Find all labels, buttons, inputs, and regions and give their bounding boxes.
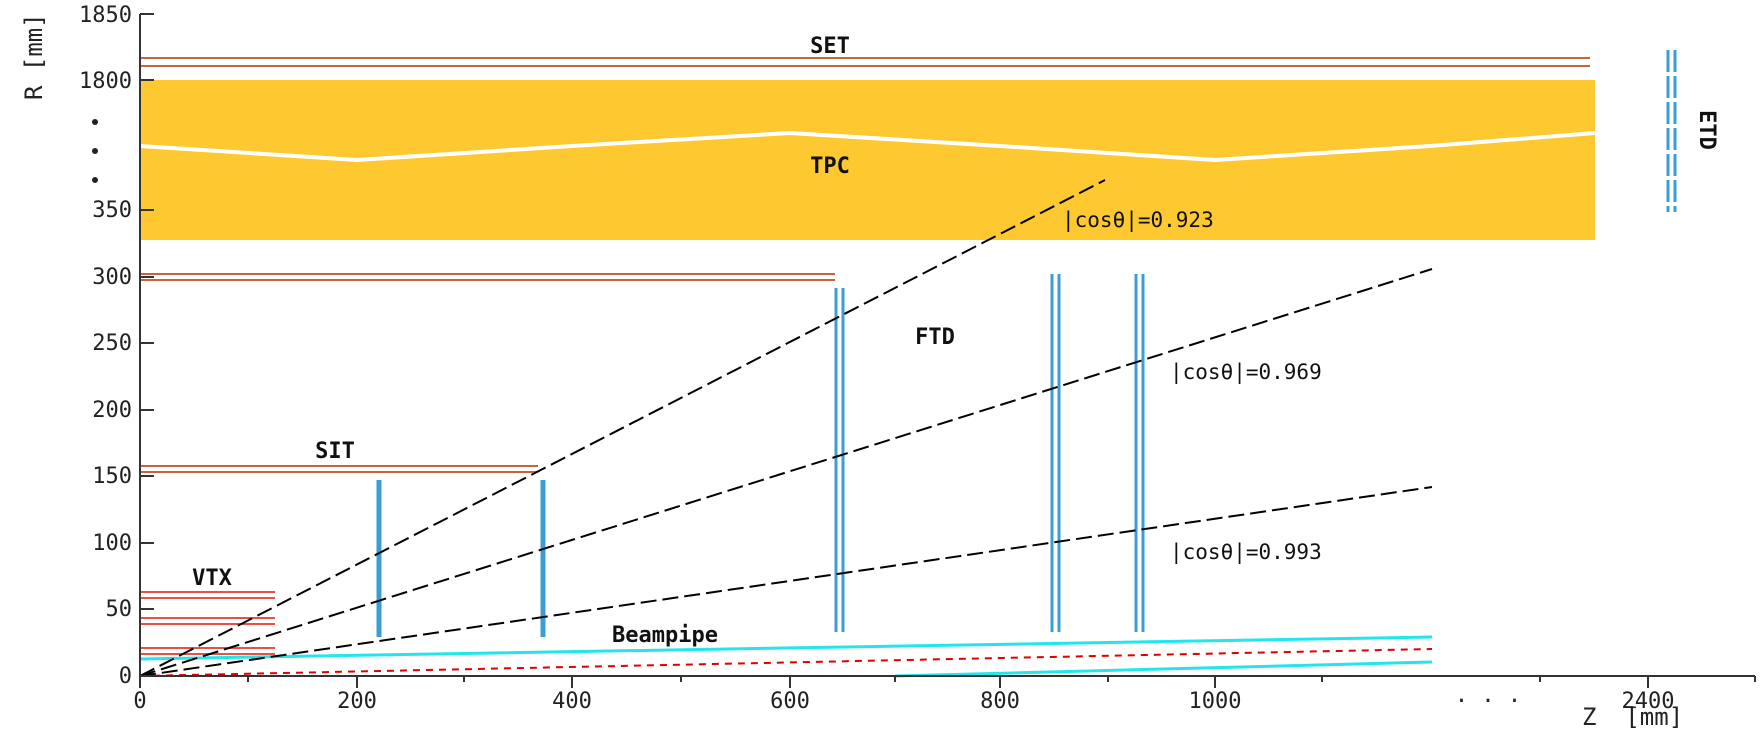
vtx-label: VTX xyxy=(192,566,232,591)
ftd-disks xyxy=(376,274,1145,637)
sit-label: SIT xyxy=(315,439,355,464)
outer-barrel-layers xyxy=(140,273,835,281)
set-layers xyxy=(140,57,1590,67)
y-axis-title: R [mm] xyxy=(20,13,48,100)
sit-layers xyxy=(140,465,538,473)
angle-line-0969 xyxy=(139,268,1433,677)
x-axis-title: Z [mm] xyxy=(1582,703,1683,731)
beam-line xyxy=(139,648,1433,677)
etd-disks xyxy=(1666,50,1677,212)
angle-label-0923: |cosθ|=0.923 xyxy=(1062,208,1214,233)
axes xyxy=(139,13,1756,688)
x-tick-label: 800 xyxy=(980,689,1020,714)
angle-line-0993 xyxy=(139,486,1433,677)
x-tick-label: 1000 xyxy=(1189,689,1242,714)
y-tick-label: 50 xyxy=(106,597,133,622)
vtx-layers xyxy=(140,591,275,655)
y-axis-break xyxy=(92,119,98,183)
y-tick-label: 0 xyxy=(119,664,132,689)
tpc-boundary-line xyxy=(139,130,1596,163)
angle-label-0993: |cosθ|=0.993 xyxy=(1170,540,1322,565)
angle-label-0969: |cosθ|=0.969 xyxy=(1170,360,1322,385)
tpc-label: TPC xyxy=(810,154,850,179)
y-tick-label: 1850 xyxy=(79,3,132,28)
y-tick-label: 350 xyxy=(92,198,132,223)
y-tick-label: 100 xyxy=(92,531,132,556)
x-tick-label: 600 xyxy=(770,689,810,714)
angle-lines xyxy=(139,179,1433,677)
y-tick-labels: 0 50 100 150 200 250 300 350 1800 1850 xyxy=(79,3,132,689)
y-tick-label: 300 xyxy=(92,265,132,290)
y-tick-label: 200 xyxy=(92,398,132,423)
x-tick-label: 2400 xyxy=(1622,689,1675,714)
set-label: SET xyxy=(810,34,850,59)
y-tick-label: 1800 xyxy=(79,69,132,94)
x-axis-break: · · · xyxy=(1455,689,1521,714)
x-tick-label: 400 xyxy=(552,689,592,714)
y-tick-label: 250 xyxy=(92,331,132,356)
x-tick-label: 200 xyxy=(337,689,377,714)
ftd-label: FTD xyxy=(915,325,955,350)
beampipe-label: Beampipe xyxy=(612,623,718,648)
etd-label: ETD xyxy=(1694,110,1719,150)
beampipe xyxy=(139,635,1433,678)
x-tick-label: 0 xyxy=(133,689,146,714)
y-tick-label: 150 xyxy=(92,464,132,489)
angle-line-0923 xyxy=(139,179,1106,677)
x-tick-labels: 0 200 400 600 800 1000 2400 xyxy=(133,689,1674,714)
